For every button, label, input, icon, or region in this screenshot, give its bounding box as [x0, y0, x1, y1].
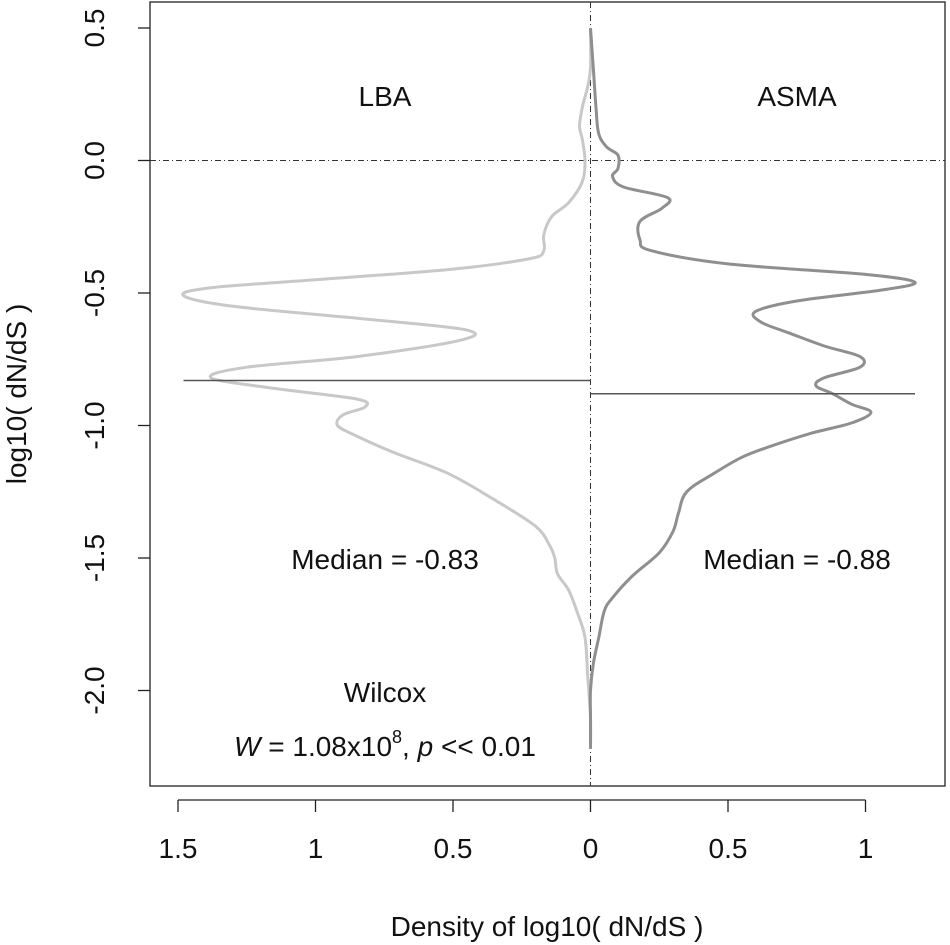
asma-density-curve: [588, 27, 917, 749]
y-tick-label: -0.5: [79, 269, 110, 317]
p-separator: ,: [402, 731, 418, 762]
x-tick-label: 0.5: [434, 833, 473, 864]
x-axis-title: Density of log10( dN/dS ): [391, 911, 704, 942]
asma-group-label: ASMA: [757, 81, 837, 112]
y-tick-label: -2.0: [79, 666, 110, 714]
lba-density-curve: [181, 27, 593, 749]
y-tick-label: -1.5: [79, 534, 110, 582]
x-tick-label: 0.5: [709, 833, 748, 864]
y-tick-label: 0.5: [79, 9, 110, 48]
x-tick-label: 1: [858, 833, 874, 864]
axes: 0.5 0.0 -0.5 -1.0 -1.5 -2.0 1.5 1 0.5 0 0.5 1: [79, 9, 873, 864]
w-value: = 1.08x10: [260, 731, 392, 762]
y-tick-label: -1.0: [79, 401, 110, 449]
p-value: << 0.01: [433, 731, 536, 762]
asma-median-label: Median = -0.88: [703, 544, 891, 575]
x-tick-label: 1: [308, 833, 324, 864]
y-tick-label: 0.0: [79, 141, 110, 180]
test-statistic-label: W = 1.08x108, p << 0.01: [234, 727, 536, 762]
lba-median-label: Median = -0.83: [291, 544, 479, 575]
test-name-label: Wilcox: [344, 677, 426, 708]
lba-group-label: LBA: [359, 81, 412, 112]
w-exponent: 8: [392, 727, 402, 747]
p-symbol: p: [417, 731, 434, 762]
plot-frame: [149, 1, 946, 787]
w-symbol: W: [234, 731, 263, 762]
y-axis-title: log10( dN/dS ): [1, 304, 32, 485]
x-tick-label: 0: [583, 833, 599, 864]
plot-area: [149, 1, 946, 787]
x-tick-label: 1.5: [159, 833, 198, 864]
